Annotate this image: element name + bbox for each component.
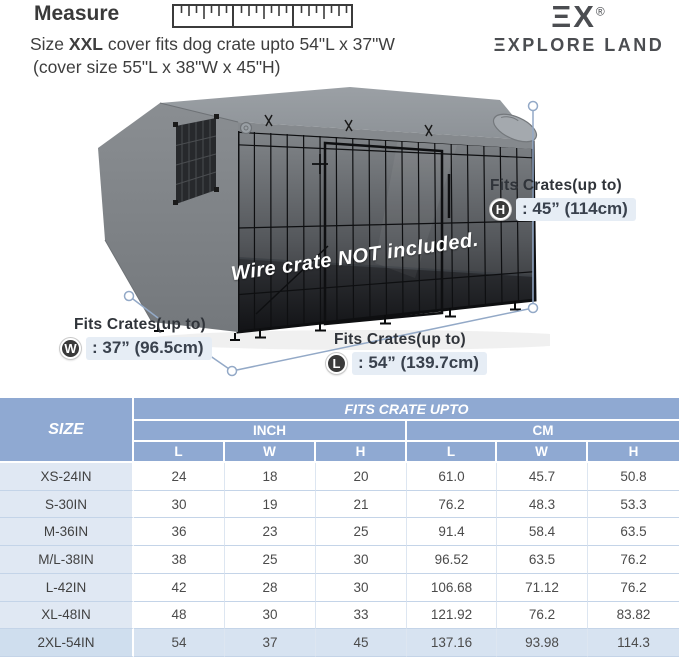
row-size-label: XL-48IN xyxy=(0,601,134,630)
registered-mark: ® xyxy=(595,4,607,19)
badge-l: L xyxy=(326,353,347,374)
row-value-cell: 30 xyxy=(316,573,407,602)
row-value-cell: 24 xyxy=(134,463,225,491)
row-value-cell: 20 xyxy=(316,463,407,491)
size-value: XXL xyxy=(68,34,103,54)
row-size-label: 2XL-54IN xyxy=(0,629,134,657)
row-value-cell: 137.16 xyxy=(407,629,497,657)
brand-mark: ΞX® xyxy=(551,0,607,34)
dim-label-height: Fits Crates(up to) H : 45” (114cm) xyxy=(490,177,636,221)
subheader-cm-w: W xyxy=(497,442,588,463)
subheader-inch-l: L xyxy=(134,442,225,463)
row-value-cell: 63.5 xyxy=(588,518,679,547)
row-value-cell: 30 xyxy=(316,546,407,574)
ruler-icon xyxy=(172,4,353,28)
table-row: XL-48IN 48 30 33 121.92 76.2 83.82 xyxy=(0,601,679,630)
row-value-cell: 76.2 xyxy=(497,601,588,630)
row-value-cell: 61.0 xyxy=(407,463,497,491)
column-header-size: SIZE xyxy=(0,398,134,463)
row-value-cell: 45 xyxy=(316,629,407,657)
column-header-cm: CM xyxy=(407,421,679,442)
row-value-cell: 28 xyxy=(225,573,316,602)
dim-value-height: : 45” (114cm) xyxy=(516,198,636,221)
dim-caption-height: Fits Crates(up to) xyxy=(490,177,622,194)
row-value-cell: 48.3 xyxy=(497,490,588,519)
cover-size-description: (cover size 55"L x 38"W x 45"H) xyxy=(33,57,281,77)
row-value-cell: 96.52 xyxy=(407,546,497,574)
row-value-cell: 76.2 xyxy=(588,546,679,574)
row-value-cell: 93.98 xyxy=(497,629,588,657)
row-value-cell: 19 xyxy=(225,490,316,519)
badge-h: H xyxy=(490,199,511,220)
row-value-cell: 114.3 xyxy=(588,629,679,657)
dim-label-length: Fits Crates(up to) L : 54” (139.7cm) xyxy=(326,331,487,375)
row-value-cell: 18 xyxy=(225,463,316,491)
row-value-cell: 53.3 xyxy=(588,490,679,519)
table-row: M/L-38IN 38 25 30 96.52 63.5 76.2 xyxy=(0,546,679,574)
dim-label-width: Fits Crates(up to) W : 37” (96.5cm) xyxy=(60,316,212,360)
row-value-cell: 23 xyxy=(225,518,316,547)
row-size-label: XS-24IN xyxy=(0,463,134,491)
row-value-cell: 25 xyxy=(316,518,407,547)
dim-caption-width: Fits Crates(up to) xyxy=(74,316,206,333)
row-value-cell: 106.68 xyxy=(407,573,497,602)
crate-cover xyxy=(98,87,538,332)
size-table-body: XS-24IN 24 18 20 61.0 45.7 50.8 S-30IN 30 19 21 76.… xyxy=(0,463,679,657)
brand-name: ΞXPLORE LAND xyxy=(493,34,665,55)
row-value-cell: 30 xyxy=(134,490,225,519)
row-value-cell: 37 xyxy=(225,629,316,657)
row-value-cell: 76.2 xyxy=(588,573,679,602)
cover-left-panel xyxy=(98,103,238,332)
row-value-cell: 36 xyxy=(134,518,225,547)
row-value-cell: 50.8 xyxy=(588,463,679,491)
row-value-cell: 42 xyxy=(134,573,225,602)
brand-logo: ΞX® ΞXPLORE LAND xyxy=(481,0,677,56)
dim-value-length: : 54” (139.7cm) xyxy=(352,352,487,375)
row-value-cell: 38 xyxy=(134,546,225,574)
dim-value-width: : 37” (96.5cm) xyxy=(86,337,212,360)
subheader-cm-l: L xyxy=(407,442,497,463)
row-value-cell: 63.5 xyxy=(497,546,588,574)
row-value-cell: 33 xyxy=(316,601,407,630)
table-row: S-30IN 30 19 21 76.2 48.3 53.3 xyxy=(0,490,679,519)
row-value-cell: 25 xyxy=(225,546,316,574)
row-value-cell: 21 xyxy=(316,490,407,519)
row-value-cell: 48 xyxy=(134,601,225,630)
subheader-inch-w: W xyxy=(225,442,316,463)
row-value-cell: 76.2 xyxy=(407,490,497,519)
table-row: XS-24IN 24 18 20 61.0 45.7 50.8 xyxy=(0,463,679,491)
row-value-cell: 30 xyxy=(225,601,316,630)
row-value-cell: 45.7 xyxy=(497,463,588,491)
row-value-cell: 58.4 xyxy=(497,518,588,547)
row-value-cell: 54 xyxy=(134,629,225,657)
cover-roll-end xyxy=(239,121,253,135)
page-title: Measure xyxy=(34,2,120,25)
row-size-label: M/L-38IN xyxy=(0,546,134,574)
row-size-label: M-36IN xyxy=(0,518,134,547)
dim-caption-length: Fits Crates(up to) xyxy=(334,331,466,348)
column-header-inch: INCH xyxy=(134,421,407,442)
row-value-cell: 91.4 xyxy=(407,518,497,547)
cover-ties xyxy=(264,114,433,137)
size-table: SIZE FITS CRATE UPTO INCH CM L W H L W H… xyxy=(0,398,679,657)
row-value-cell: 71.12 xyxy=(497,573,588,602)
table-row: L-42IN 42 28 30 106.68 71.12 76.2 xyxy=(0,573,679,602)
table-row: 2XL-54IN 54 37 45 137.16 93.98 114.3 xyxy=(0,629,679,657)
table-row: M-36IN 36 23 25 91.4 58.4 63.5 xyxy=(0,518,679,547)
badge-w: W xyxy=(60,338,81,359)
column-header-group: FITS CRATE UPTO xyxy=(134,398,679,421)
cover-side-window xyxy=(173,114,219,205)
size-description: Size XXL cover fits dog crate upto 54"L … xyxy=(30,34,395,54)
row-value-cell: 83.82 xyxy=(588,601,679,630)
row-size-label: L-42IN xyxy=(0,573,134,602)
row-size-label: S-30IN xyxy=(0,490,134,519)
cover-top-panel xyxy=(160,87,533,140)
cover-rolled-flap xyxy=(492,113,538,143)
row-value-cell: 121.92 xyxy=(407,601,497,630)
subheader-inch-h: H xyxy=(316,442,407,463)
door-latch xyxy=(312,154,328,174)
subheader-cm-h: H xyxy=(588,442,679,463)
